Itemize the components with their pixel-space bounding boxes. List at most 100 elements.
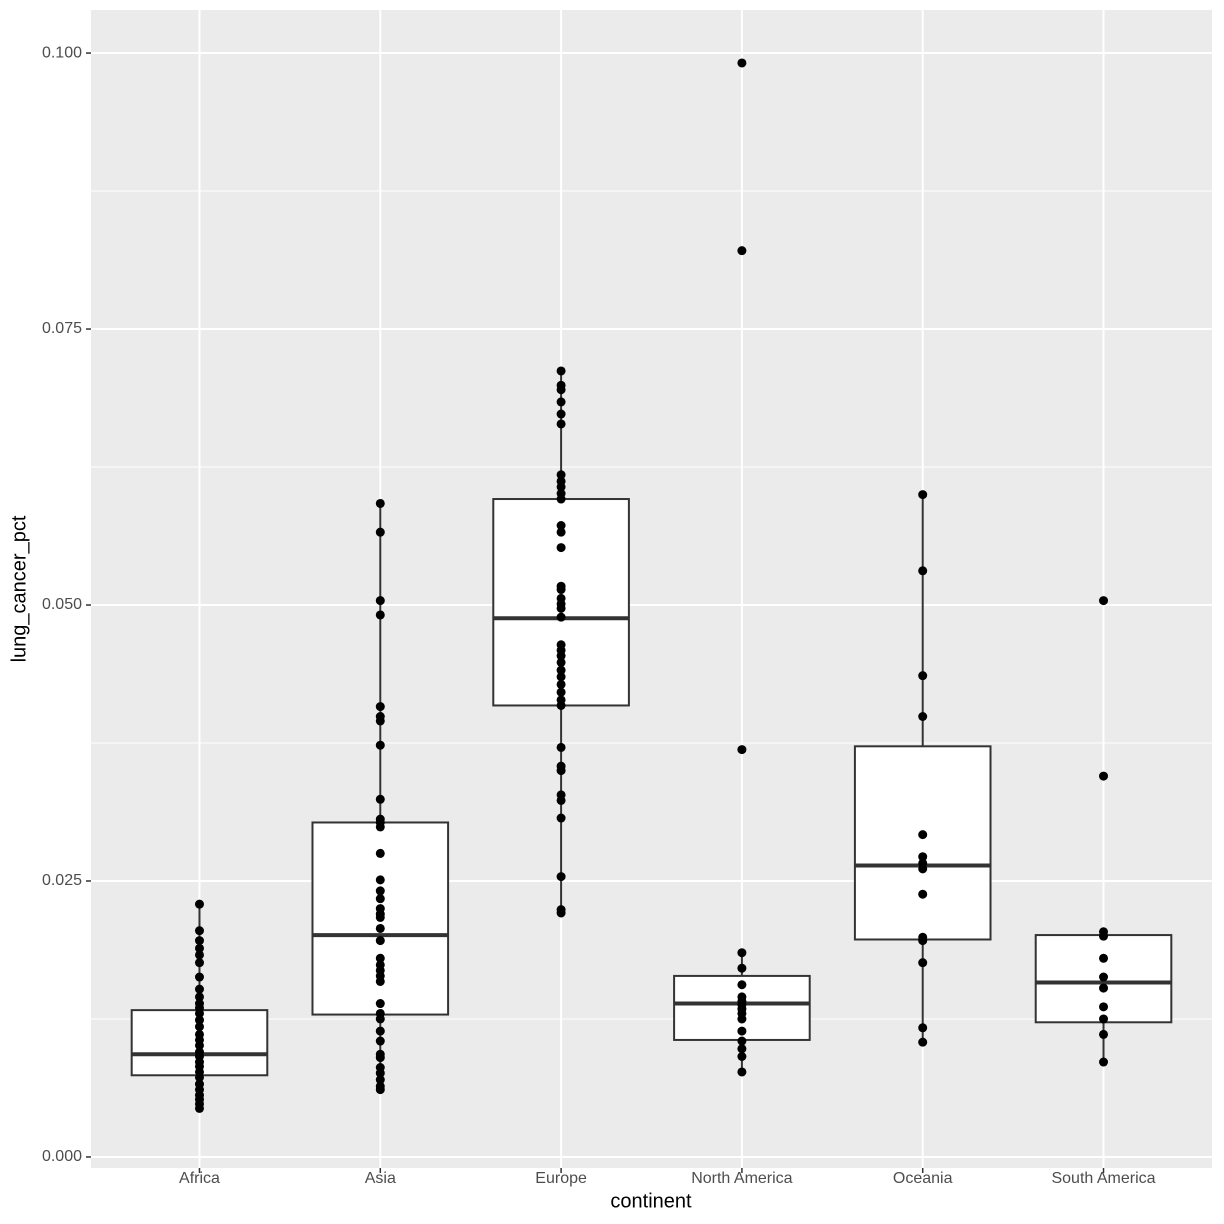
- point: [918, 936, 928, 946]
- point: [375, 1085, 385, 1095]
- point: [918, 671, 928, 681]
- point: [918, 958, 928, 968]
- box: [853, 745, 992, 941]
- point: [556, 813, 566, 823]
- point: [556, 603, 566, 613]
- point: [375, 822, 385, 832]
- point: [737, 1067, 747, 1077]
- point: [375, 886, 385, 896]
- point: [194, 1015, 204, 1025]
- point: [375, 1014, 385, 1024]
- point: [375, 953, 385, 963]
- point: [194, 1008, 204, 1018]
- point: [556, 419, 566, 429]
- point: [375, 999, 385, 1009]
- y-axis-title: lung_cancer_pct: [8, 515, 30, 662]
- point: [556, 766, 566, 776]
- point: [556, 679, 566, 689]
- point: [375, 848, 385, 858]
- point: [556, 409, 566, 419]
- point: [556, 672, 566, 682]
- point: [375, 923, 385, 933]
- point: [918, 830, 928, 840]
- point: [556, 482, 566, 492]
- point: [737, 1036, 747, 1046]
- point: [556, 521, 566, 531]
- point: [556, 651, 566, 661]
- point: [194, 1040, 204, 1050]
- point: [556, 908, 566, 918]
- point: [737, 1014, 747, 1024]
- point: [375, 716, 385, 726]
- point: [375, 702, 385, 712]
- point: [556, 366, 566, 376]
- point: [737, 948, 747, 958]
- point: [737, 1052, 747, 1062]
- point: [1099, 1057, 1109, 1067]
- point: [1099, 1014, 1109, 1024]
- point: [918, 712, 928, 722]
- y-tick-label: 0.075: [42, 320, 82, 337]
- point: [556, 470, 566, 480]
- point: [918, 889, 928, 899]
- point: [918, 864, 928, 874]
- point: [556, 700, 566, 710]
- point: [375, 527, 385, 537]
- y-tick-label: 0.100: [42, 44, 82, 61]
- point: [918, 852, 928, 862]
- point: [1099, 983, 1109, 993]
- point: [1099, 953, 1109, 963]
- point: [375, 1036, 385, 1046]
- point: [737, 745, 747, 755]
- point: [556, 795, 566, 805]
- point: [1099, 931, 1109, 941]
- x-tick-label: North America: [691, 1170, 792, 1187]
- point: [556, 527, 566, 537]
- point: [737, 1026, 747, 1036]
- point: [194, 926, 204, 936]
- point: [375, 1053, 385, 1063]
- panel: [91, 10, 1212, 1168]
- point: [918, 1023, 928, 1033]
- point: [194, 984, 204, 994]
- point: [375, 976, 385, 986]
- point: [556, 687, 566, 697]
- point: [918, 490, 928, 500]
- x-axis-title: continent: [610, 1190, 692, 1212]
- point: [375, 894, 385, 904]
- point: [375, 875, 385, 885]
- point: [194, 972, 204, 982]
- point: [375, 912, 385, 922]
- point: [556, 585, 566, 595]
- point: [194, 899, 204, 909]
- point: [556, 665, 566, 675]
- point: [556, 872, 566, 882]
- x-tick-label: Asia: [365, 1170, 396, 1187]
- point: [375, 740, 385, 750]
- y-tick-label: 0.000: [42, 1148, 82, 1165]
- point: [737, 58, 747, 68]
- point: [194, 943, 204, 953]
- point: [737, 1044, 747, 1054]
- point: [194, 992, 204, 1002]
- y-tick-label: 0.050: [42, 596, 82, 613]
- point: [556, 543, 566, 553]
- point: [375, 1075, 385, 1085]
- point: [918, 1037, 928, 1047]
- point: [1099, 596, 1109, 606]
- point: [918, 566, 928, 576]
- point: [194, 936, 204, 946]
- point: [1099, 771, 1109, 781]
- point: [375, 498, 385, 508]
- point: [194, 1103, 204, 1113]
- point: [375, 794, 385, 804]
- x-tick-label: South America: [1051, 1170, 1155, 1187]
- point: [375, 610, 385, 620]
- point: [375, 596, 385, 606]
- point: [1099, 972, 1109, 982]
- point: [737, 963, 747, 973]
- x-tick-label: Africa: [179, 1170, 220, 1187]
- point: [737, 246, 747, 256]
- point: [556, 657, 566, 667]
